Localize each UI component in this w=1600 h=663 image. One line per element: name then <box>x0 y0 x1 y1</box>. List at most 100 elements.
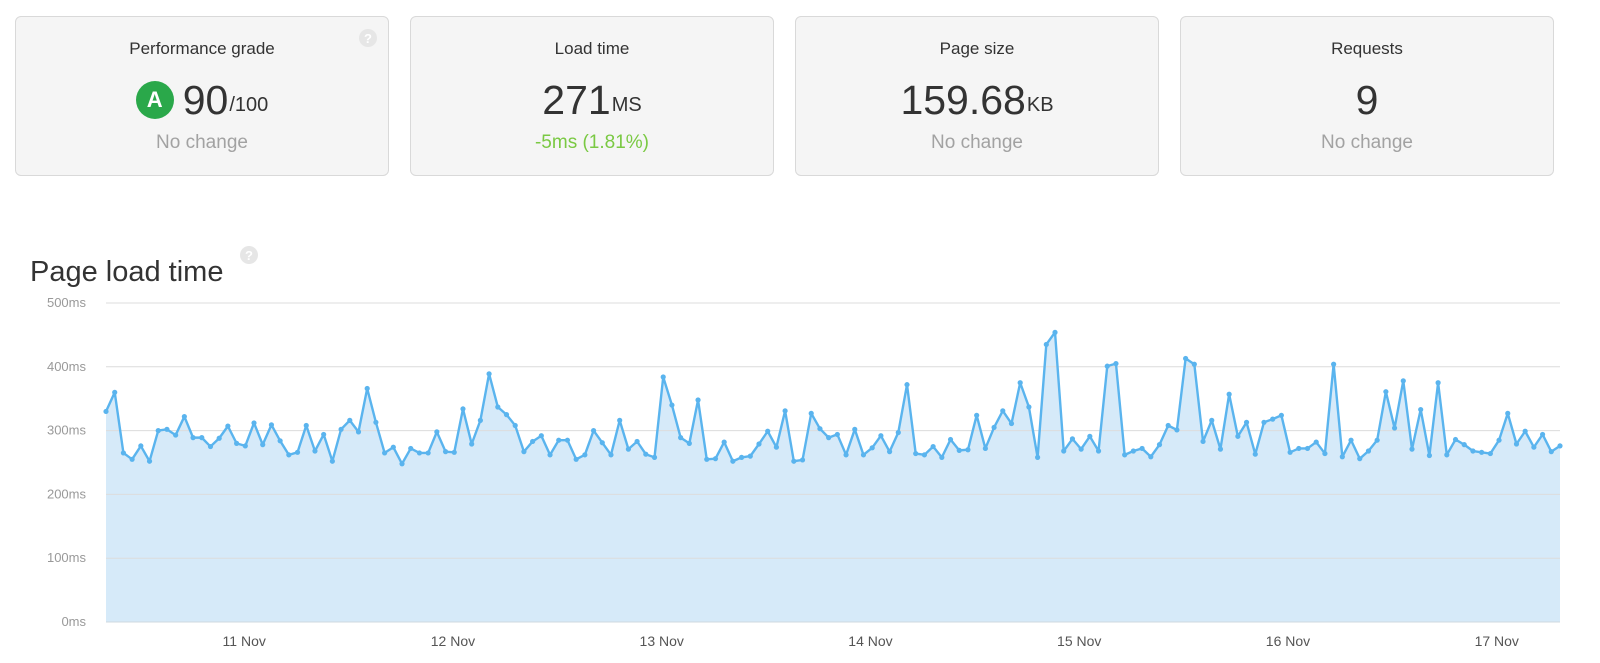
data-point <box>390 444 396 450</box>
data-point <box>103 408 109 415</box>
card-value: 9 <box>1355 77 1379 123</box>
data-point <box>1487 450 1493 457</box>
data-point <box>382 450 388 456</box>
data-point <box>721 439 727 445</box>
x-tick-label: 12 Nov <box>431 633 475 649</box>
data-point <box>913 450 919 457</box>
card-value-row: 159.68 KB <box>796 75 1158 125</box>
data-point <box>1444 452 1450 458</box>
data-point <box>373 419 379 425</box>
data-point <box>1130 448 1136 454</box>
data-point <box>1505 410 1511 416</box>
data-point <box>495 404 501 410</box>
data-point <box>521 449 527 455</box>
y-tick-label: 100ms <box>47 550 87 565</box>
data-point <box>730 458 736 464</box>
card-change: No change <box>1321 132 1413 153</box>
y-tick-label: 200ms <box>47 486 87 501</box>
data-point <box>1087 433 1093 439</box>
data-point <box>530 438 536 445</box>
data-point <box>1470 448 1476 454</box>
data-point <box>1270 416 1276 422</box>
data-point <box>1348 437 1354 443</box>
data-point <box>1017 380 1023 386</box>
data-point <box>1052 329 1058 335</box>
data-point <box>538 433 544 439</box>
data-point <box>1165 422 1171 429</box>
data-point <box>625 446 632 452</box>
card-value-row: 271 MS <box>411 75 773 125</box>
data-point <box>155 428 161 434</box>
page-load-time-chart: 0ms 100ms 200ms 300ms 400ms 500ms 11 Nov 12 Nov… <box>47 295 1563 649</box>
data-point <box>834 431 840 438</box>
chart-area-fill <box>106 332 1560 622</box>
data-point <box>1191 361 1197 367</box>
data-point <box>251 420 257 426</box>
data-point <box>1531 444 1537 450</box>
data-point <box>1461 442 1467 448</box>
data-point <box>321 431 327 438</box>
data-point <box>173 432 179 438</box>
data-point <box>486 371 492 377</box>
data-point <box>939 454 945 460</box>
data-point <box>1322 450 1328 457</box>
data-point <box>1374 437 1380 443</box>
data-point <box>974 412 980 418</box>
data-point <box>634 438 640 445</box>
data-point <box>1156 442 1163 448</box>
data-point <box>451 449 457 455</box>
data-point <box>1331 361 1337 367</box>
data-point <box>791 458 797 464</box>
data-point <box>1409 446 1415 452</box>
question-circle-icon[interactable]: ? <box>359 29 377 47</box>
data-point <box>1209 417 1215 423</box>
data-point <box>1235 433 1241 439</box>
card-value: 271 <box>542 77 611 123</box>
data-point <box>294 449 301 455</box>
data-point <box>120 450 127 456</box>
data-point <box>852 426 858 432</box>
data-point <box>469 441 475 447</box>
grade-badge: A <box>135 81 174 119</box>
card-title: Page size <box>939 39 1015 58</box>
data-point <box>112 389 118 395</box>
data-point <box>1008 420 1015 427</box>
data-point <box>1426 452 1432 459</box>
data-point <box>207 443 214 450</box>
data-point <box>425 450 431 456</box>
data-point <box>1035 454 1041 460</box>
y-tick-label: 0ms <box>61 614 86 629</box>
data-point <box>869 445 875 451</box>
data-point <box>904 382 910 388</box>
question-circle-icon[interactable]: ? <box>240 246 258 264</box>
data-point <box>965 447 971 453</box>
data-point <box>1452 436 1459 443</box>
section-title: Page load time <box>30 256 224 289</box>
data-point <box>268 422 275 428</box>
data-point <box>712 456 719 462</box>
data-point <box>1313 439 1319 445</box>
data-point <box>1061 448 1067 454</box>
data-point <box>747 453 753 459</box>
data-point <box>1217 446 1224 452</box>
data-point <box>164 426 170 432</box>
data-point <box>1391 425 1398 431</box>
data-point <box>1252 451 1258 457</box>
data-point <box>1113 361 1119 367</box>
data-point <box>138 443 144 449</box>
data-point <box>216 435 222 441</box>
data-point <box>817 426 823 432</box>
data-point <box>564 437 571 443</box>
data-point <box>1104 363 1110 369</box>
data-point <box>1183 355 1189 362</box>
card-change: No change <box>931 132 1023 153</box>
data-point <box>599 440 605 446</box>
data-point <box>1418 406 1424 413</box>
data-point <box>190 435 196 441</box>
data-point <box>1435 380 1441 386</box>
card-change: No change <box>156 132 248 153</box>
card-unit: MS <box>611 94 642 116</box>
data-point <box>660 374 666 380</box>
card-title: Performance grade <box>129 39 275 58</box>
data-point <box>878 433 884 439</box>
